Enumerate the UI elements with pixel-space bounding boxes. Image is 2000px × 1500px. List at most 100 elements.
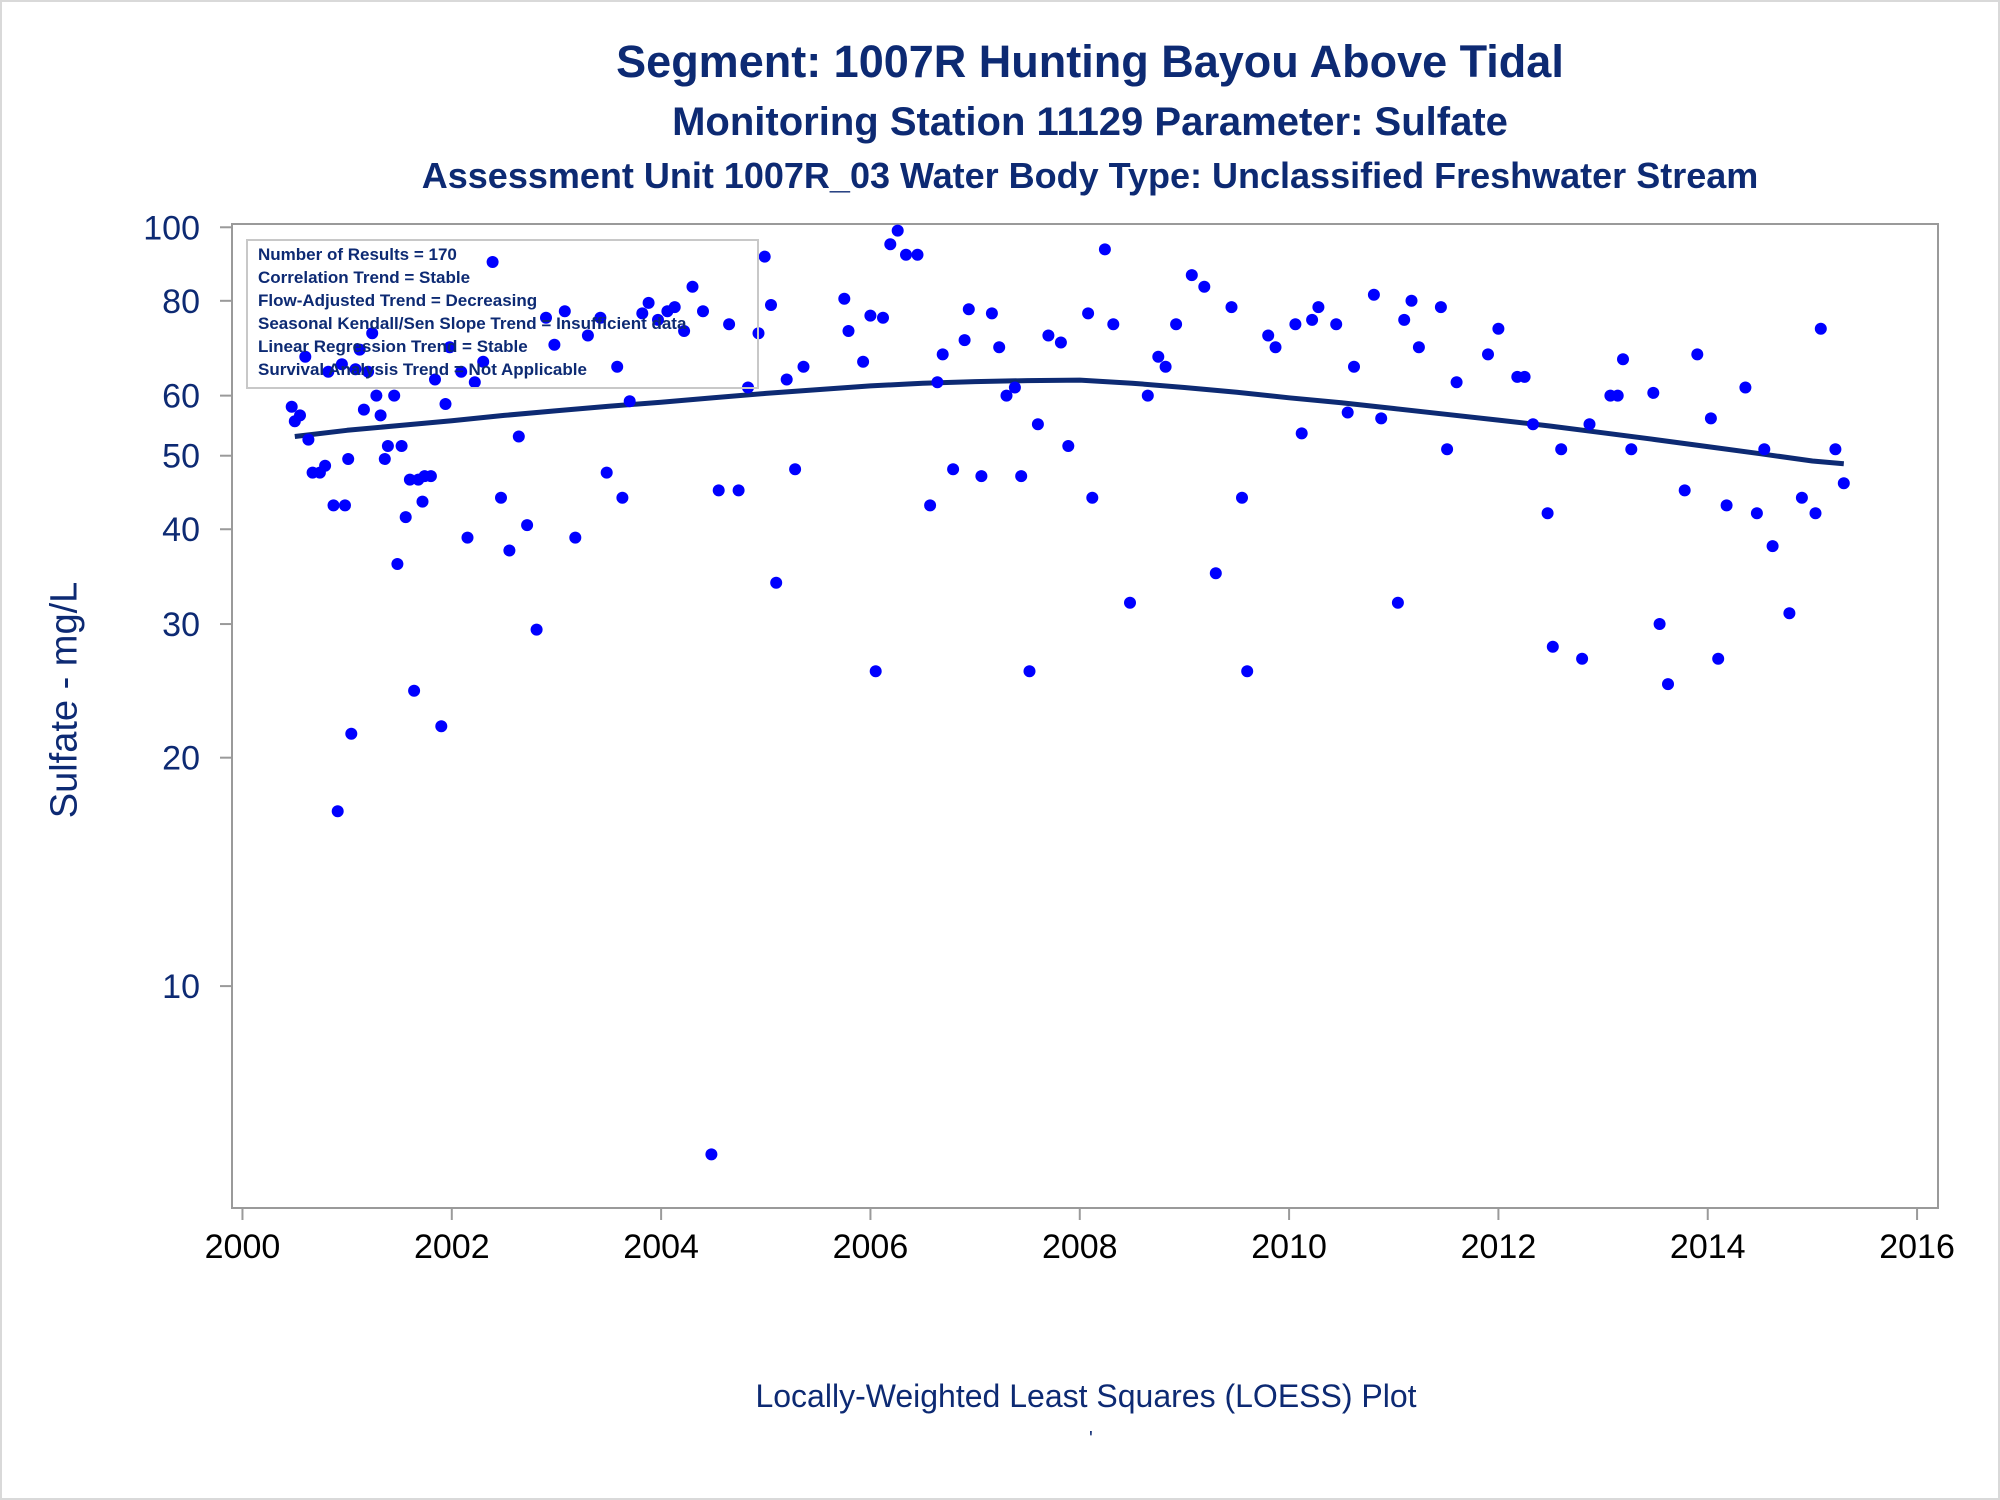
chart-subtitle-station: Monitoring Station 11129 Parameter: Sulf… xyxy=(672,100,1508,144)
data-point xyxy=(1015,470,1028,483)
data-point xyxy=(443,341,456,354)
loess-line xyxy=(294,377,1845,467)
data-point xyxy=(594,311,607,324)
data-point xyxy=(697,305,709,318)
x-tick-label: 2002 xyxy=(414,1228,490,1266)
data-point xyxy=(319,459,332,472)
x-tick-label: 2016 xyxy=(1879,1228,1955,1266)
x-tick-label: 2008 xyxy=(1042,1228,1118,1266)
data-point xyxy=(1704,412,1717,425)
y-tick-label: 50 xyxy=(162,438,200,476)
data-point xyxy=(403,473,416,486)
data-point xyxy=(1795,491,1808,504)
data-point xyxy=(600,466,613,479)
data-point xyxy=(1098,243,1111,256)
data-point xyxy=(302,433,315,446)
data-point xyxy=(652,313,664,326)
data-point xyxy=(1546,640,1559,653)
data-point xyxy=(947,463,960,476)
data-point xyxy=(345,727,358,740)
data-point xyxy=(1576,652,1589,665)
data-point xyxy=(780,373,793,386)
data-point xyxy=(924,499,937,512)
data-point xyxy=(353,343,366,356)
data-point xyxy=(616,491,629,504)
data-point xyxy=(366,327,379,340)
data-point xyxy=(503,544,516,557)
data-point xyxy=(1295,427,1308,440)
data-point xyxy=(1482,348,1494,361)
data-point xyxy=(623,395,636,408)
stats-line: Linear Regression Trend = Stable xyxy=(258,337,528,356)
data-point xyxy=(581,329,594,342)
chart-subtitle-assessment: Assessment Unit 1007R_03 Water Body Type… xyxy=(421,155,1759,196)
data-point xyxy=(512,430,525,443)
data-point xyxy=(611,360,624,373)
data-point xyxy=(435,720,448,733)
data-point xyxy=(395,440,408,452)
data-point xyxy=(993,341,1006,354)
plot-area-border xyxy=(231,223,1939,1209)
data-point xyxy=(1209,567,1222,580)
data-point xyxy=(327,499,340,512)
data-point xyxy=(1086,491,1099,504)
data-point xyxy=(1241,665,1254,678)
chart-title: Segment: 1007R Hunting Bayou Above Tidal xyxy=(616,36,1564,87)
data-point xyxy=(1541,507,1554,520)
data-point xyxy=(686,280,699,293)
data-point xyxy=(877,311,889,324)
data-point xyxy=(758,250,771,263)
data-point xyxy=(399,511,412,524)
stats-line: Number of Results = 170 xyxy=(258,245,457,264)
data-point xyxy=(540,311,552,324)
stats-line: Survival Analysis Trend = Not Applicable xyxy=(258,360,587,379)
data-point xyxy=(668,301,681,314)
data-point xyxy=(936,348,949,361)
plot-footnote: Locally-Weighted Least Squares (LOESS) P… xyxy=(755,1378,1417,1414)
data-point xyxy=(1434,301,1447,314)
data-point xyxy=(958,334,971,347)
data-point xyxy=(1306,313,1319,326)
data-point xyxy=(705,1148,718,1161)
data-point xyxy=(1312,301,1325,314)
data-point xyxy=(1653,618,1666,630)
data-point xyxy=(1412,341,1425,354)
data-point xyxy=(1662,678,1674,691)
x-tick-label: 2004 xyxy=(623,1228,699,1266)
data-point xyxy=(1031,418,1044,431)
data-point xyxy=(548,338,561,351)
data-point xyxy=(891,224,904,237)
x-tick-label: 2000 xyxy=(205,1228,281,1266)
data-point xyxy=(416,495,429,508)
data-point xyxy=(495,491,507,504)
data-point xyxy=(1269,341,1282,354)
data-point xyxy=(1330,318,1343,331)
data-point xyxy=(1124,596,1136,609)
data-point xyxy=(285,400,298,413)
data-point xyxy=(391,558,404,570)
y-tick-label: 100 xyxy=(143,209,200,247)
data-point xyxy=(486,256,499,268)
data-point xyxy=(461,531,474,544)
data-point xyxy=(1348,360,1360,373)
data-point xyxy=(1000,389,1013,402)
y-tick-label: 40 xyxy=(162,511,200,549)
stats-line: Flow-Adjusted Trend = Decreasing xyxy=(258,291,537,310)
data-point xyxy=(521,519,534,532)
trend-statistics-box: Number of Results = 170 Correlation Trend… xyxy=(246,239,759,389)
data-point xyxy=(1739,381,1752,394)
data-point xyxy=(1712,652,1725,665)
data-point xyxy=(322,365,335,378)
data-point xyxy=(975,470,988,483)
data-point xyxy=(1441,443,1454,456)
data-point xyxy=(381,440,394,452)
data-point xyxy=(294,409,306,422)
data-point xyxy=(765,299,777,311)
data-point xyxy=(1837,477,1850,490)
data-point xyxy=(374,409,387,422)
data-point xyxy=(342,453,355,465)
data-point xyxy=(1766,540,1779,553)
data-point xyxy=(1829,443,1842,456)
data-point xyxy=(1398,313,1411,326)
